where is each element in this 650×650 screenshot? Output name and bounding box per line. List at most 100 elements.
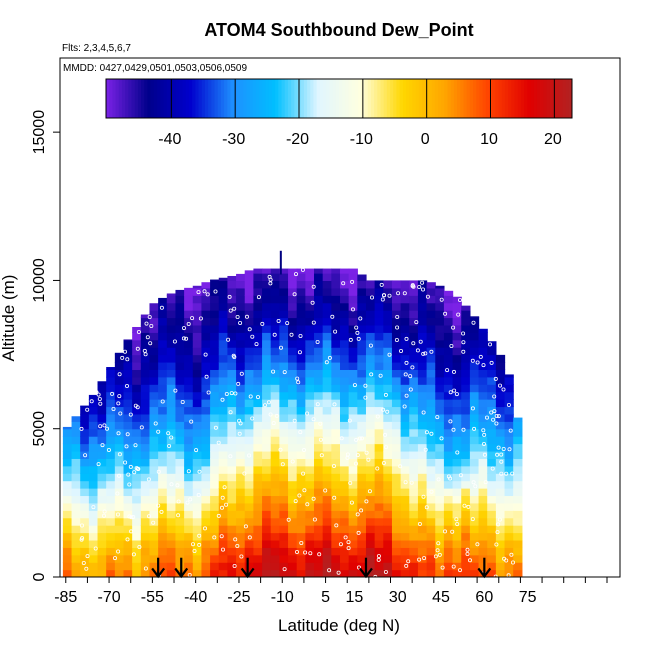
heatmap-cell	[97, 413, 107, 422]
observation-point	[499, 459, 504, 464]
heatmap-cell	[452, 332, 462, 341]
heatmap-cell	[331, 391, 341, 400]
heatmap-cell	[391, 287, 402, 296]
heatmap-cell	[149, 554, 159, 563]
observation-point	[238, 320, 243, 325]
heatmap-cell	[218, 413, 229, 422]
heatmap-cell	[80, 443, 90, 452]
heatmap-cell	[340, 421, 350, 430]
plot-frame	[59, 57, 621, 578]
observation-point	[220, 495, 225, 500]
observation-point	[189, 419, 194, 424]
heatmap-cell	[365, 510, 376, 519]
heatmap-cell	[123, 347, 133, 356]
heatmap-cell	[426, 517, 436, 526]
heatmap-cell	[322, 273, 332, 282]
heatmap-cell	[331, 384, 341, 393]
heatmap-cell	[391, 317, 402, 326]
heatmap-cell	[71, 525, 81, 534]
heatmap-cell	[305, 310, 315, 319]
observation-point	[205, 292, 210, 297]
colorbar-strip	[153, 79, 158, 118]
heatmap-cell	[236, 302, 246, 311]
heatmap-cell	[210, 465, 220, 474]
heatmap-cell	[71, 554, 81, 563]
observation-point	[282, 567, 287, 572]
heatmap-cell	[236, 554, 246, 563]
heatmap-cell	[348, 525, 358, 534]
heatmap-cell	[106, 458, 116, 467]
heatmap-cell	[262, 517, 272, 526]
heatmap-cell	[62, 562, 73, 571]
heatmap-cell	[279, 324, 289, 333]
heatmap-cell	[296, 554, 306, 563]
heatmap-cell	[461, 488, 471, 497]
observation-point	[341, 281, 346, 286]
heatmap-cell	[409, 525, 419, 534]
heatmap-cell	[123, 517, 133, 526]
heatmap-cell	[279, 361, 289, 370]
heatmap-cell	[469, 376, 480, 385]
observation-point	[436, 541, 441, 546]
heatmap-cell	[357, 554, 367, 563]
heatmap-cell	[270, 317, 280, 326]
heatmap-cell	[88, 394, 99, 400]
heatmap-cell	[123, 458, 133, 467]
heatmap-cell	[322, 354, 332, 363]
heatmap-cell	[184, 324, 194, 333]
heatmap-cell	[322, 361, 332, 370]
heatmap-cell	[158, 369, 168, 378]
heatmap-cell	[132, 347, 142, 356]
heatmap-cell	[132, 539, 142, 548]
heatmap-cell	[365, 562, 376, 571]
heatmap-cell	[253, 347, 263, 356]
heatmap-cell	[270, 539, 280, 548]
heatmap-cell	[71, 428, 81, 437]
heatmap-cell	[296, 369, 306, 378]
heatmap-cell	[296, 324, 306, 333]
observation-point	[127, 514, 132, 519]
heatmap-cell	[435, 495, 445, 504]
heatmap-cell	[365, 310, 376, 319]
heatmap-cell	[166, 339, 177, 348]
observation-point	[185, 500, 190, 505]
heatmap-cell	[106, 367, 116, 370]
heatmap-cell	[374, 354, 384, 363]
observation-point	[224, 391, 229, 396]
heatmap-cell	[218, 488, 229, 497]
heatmap-cell	[80, 562, 90, 571]
heatmap-cell	[192, 458, 203, 467]
heatmap-cell	[461, 480, 471, 489]
heatmap-cell	[469, 413, 480, 422]
heatmap-cell	[314, 569, 324, 577]
observation-point	[509, 552, 514, 557]
heatmap-cell	[140, 465, 151, 474]
heatmap-cell	[452, 324, 462, 333]
heatmap-cell	[166, 369, 177, 378]
heatmap-cell	[357, 310, 367, 319]
heatmap-cell	[184, 502, 194, 511]
observation-point	[368, 343, 373, 348]
heatmap-cell	[140, 369, 151, 378]
heatmap-cell	[348, 465, 358, 474]
y-axis-tick-label: 15000	[31, 110, 48, 155]
heatmap-cell	[175, 369, 185, 378]
heatmap-cell	[158, 473, 168, 482]
heatmap-cell	[175, 458, 185, 467]
heatmap-cell	[218, 302, 229, 311]
heatmap-cell	[322, 473, 332, 482]
heatmap-cell	[288, 502, 298, 511]
heatmap-cell	[270, 339, 280, 348]
heatmap-cell	[279, 332, 289, 341]
observation-point	[449, 343, 454, 348]
heatmap-cell	[262, 569, 272, 577]
heatmap-cell	[140, 525, 151, 534]
heatmap-cell	[487, 406, 497, 415]
heatmap-cell	[236, 406, 246, 415]
heatmap-cell	[244, 525, 254, 534]
observation-point	[116, 431, 121, 436]
heatmap-cell	[348, 450, 358, 459]
heatmap-cell	[426, 428, 436, 437]
heatmap-cell	[400, 450, 410, 459]
observation-point	[318, 421, 323, 426]
